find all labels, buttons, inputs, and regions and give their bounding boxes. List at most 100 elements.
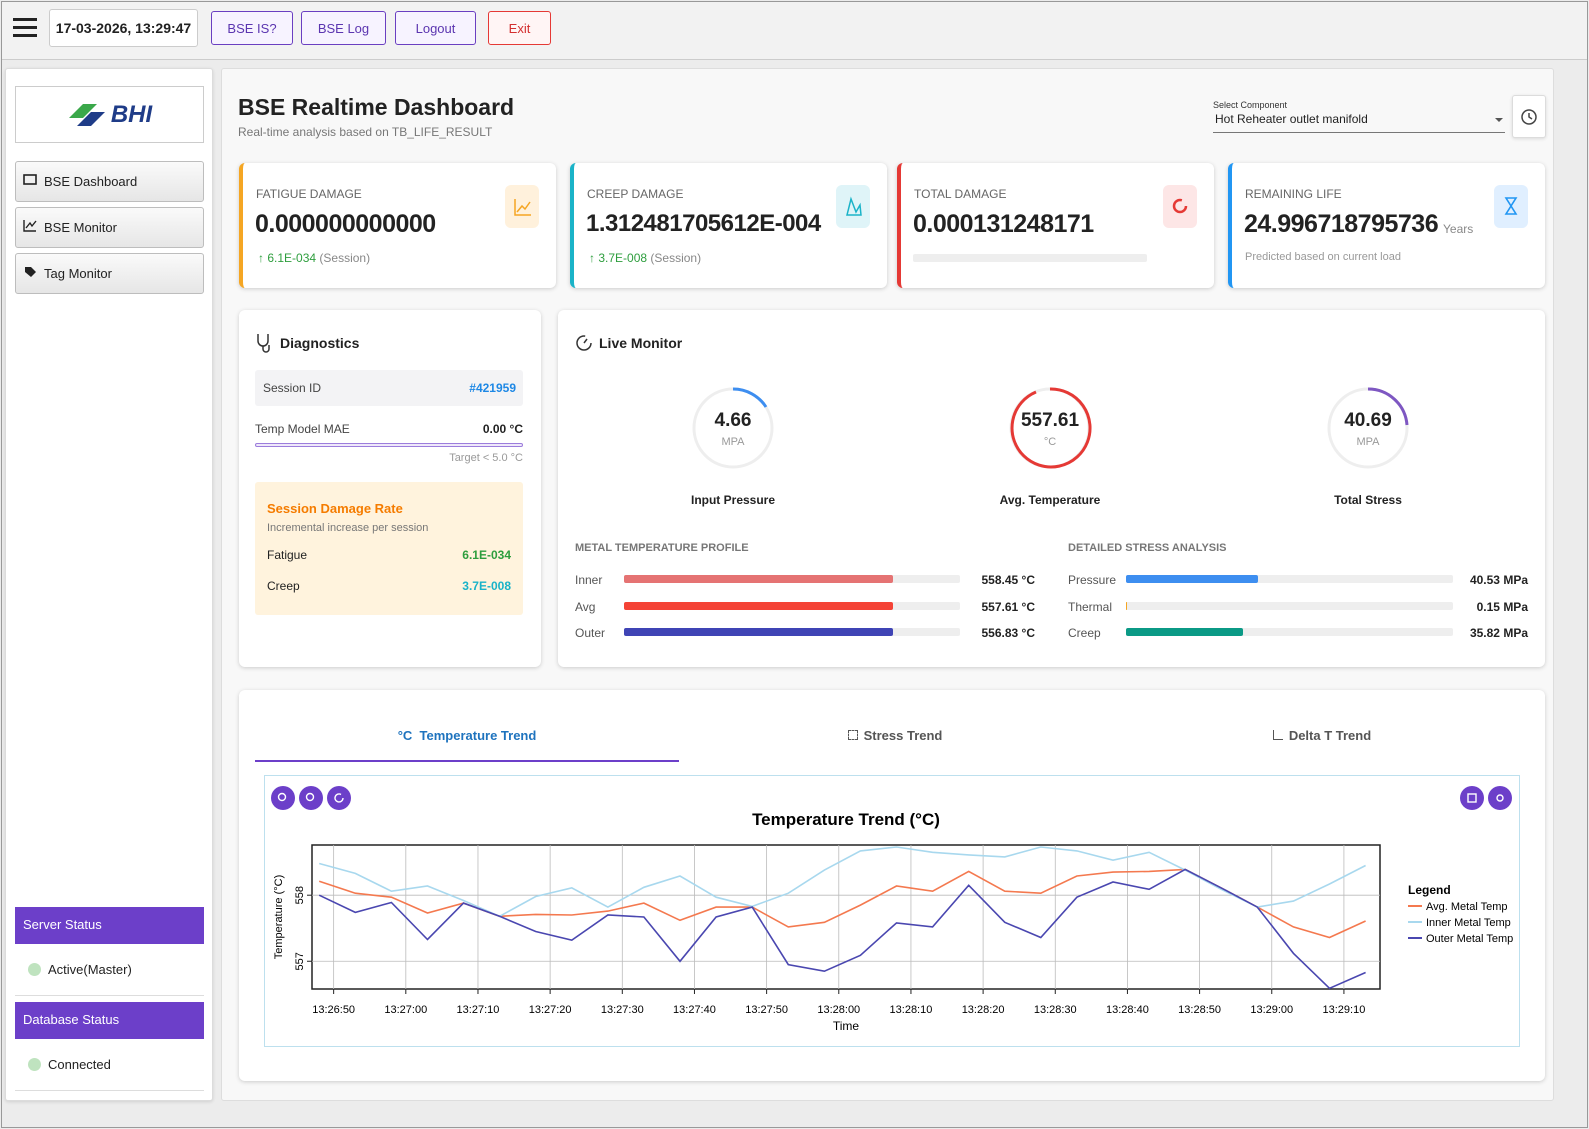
plot-area xyxy=(311,844,1381,990)
tab-icon xyxy=(1272,730,1283,740)
mae-value: 0.00 °C xyxy=(482,422,523,436)
gauge-label: Total Stress xyxy=(1334,493,1402,507)
status-value: Active(Master) xyxy=(15,944,204,996)
gauge-label: Avg. Temperature xyxy=(999,493,1101,507)
tab-label: Temperature Trend xyxy=(419,728,537,743)
x-tick-label: 13:26:50 xyxy=(312,1004,355,1016)
tab[interactable]: Delta T Trend xyxy=(1110,728,1534,743)
x-tick-label: 13:27:10 xyxy=(457,1004,500,1016)
gauge-unit: MPA xyxy=(721,436,745,448)
card-delta: ↑ 6.1E-034 (Session) xyxy=(258,251,371,265)
nav-item[interactable]: Tag Monitor xyxy=(15,253,204,294)
page-title: BSE Realtime Dashboard xyxy=(238,94,515,120)
x-tick-label: 13:29:00 xyxy=(1250,1004,1293,1016)
rate-label: Fatigue xyxy=(267,548,308,562)
history-button[interactable] xyxy=(1512,95,1546,138)
tab-icon xyxy=(847,730,858,740)
gauge-unit: MPA xyxy=(1356,436,1380,448)
mae-bar xyxy=(255,443,523,447)
legend-title: Legend xyxy=(1408,883,1451,897)
metric-card xyxy=(570,163,887,288)
rate-box xyxy=(255,482,523,615)
rate-value: 6.1E-034 xyxy=(462,548,511,562)
card-icon xyxy=(505,185,539,228)
row-label: Pressure xyxy=(1068,573,1117,587)
row-value: 558.45 °C xyxy=(981,573,1035,587)
card-unit: Years xyxy=(1443,222,1474,236)
button[interactable]: BSE Log xyxy=(301,11,386,45)
card-delta: ↑ 3.7E-008 (Session) xyxy=(589,251,702,265)
nav-item[interactable]: BSE Monitor xyxy=(15,207,204,248)
tab-active[interactable]: °C Temperature Trend xyxy=(255,728,679,743)
rate-label: Creep xyxy=(267,579,300,593)
nav-icons xyxy=(23,174,37,277)
x-tick-label: 13:27:50 xyxy=(745,1004,788,1016)
card-value: 24.996718795736 xyxy=(1244,210,1439,238)
x-tick-label: 13:28:20 xyxy=(962,1004,1005,1016)
settings-button[interactable] xyxy=(1488,786,1512,810)
chart-title: Temperature Trend (°C) xyxy=(752,810,940,829)
legend-label: Inner Metal Temp xyxy=(1426,917,1511,929)
nav-item[interactable]: BSE Dashboard xyxy=(15,161,204,202)
mae-label: Temp Model MAE xyxy=(255,422,350,436)
delta-value: 3.7E-008 xyxy=(598,251,648,265)
gauges xyxy=(692,387,1409,469)
card-label: TOTAL DAMAGE xyxy=(914,187,1007,201)
mae-target: Target < 5.0 °C xyxy=(449,452,523,464)
x-tick-label: 13:28:50 xyxy=(1178,1004,1221,1016)
row-label: Inner xyxy=(575,573,603,587)
x-tick-label: 13:29:10 xyxy=(1323,1004,1366,1016)
card-icon xyxy=(836,185,870,228)
card-note: Predicted based on current load xyxy=(1245,251,1401,263)
select-label: Select Component xyxy=(1213,100,1288,110)
gauge-value: 4.66 xyxy=(714,410,752,431)
x-tick-label: 13:28:10 xyxy=(890,1004,933,1016)
gauge-ring xyxy=(1327,387,1409,469)
bar-fill xyxy=(624,602,893,610)
card-icon xyxy=(1494,185,1528,228)
row-value: 556.83 °C xyxy=(981,626,1035,640)
status-header: Server Status xyxy=(15,907,204,944)
exit-button[interactable]: Exit xyxy=(488,11,551,45)
bar-track xyxy=(624,575,960,583)
bar-track xyxy=(1126,602,1453,610)
select-arrow xyxy=(1495,118,1503,122)
card-label: FATIGUE DAMAGE xyxy=(256,187,362,201)
datetime: 17-03-2026, 13:29:47 xyxy=(49,9,198,47)
delta-note: (Session) xyxy=(319,251,371,265)
status-dot xyxy=(28,1058,41,1071)
gauge-value: 557.61 xyxy=(1020,410,1080,431)
bar-track xyxy=(624,602,960,610)
component-select[interactable]: Hot Reheater outlet manifold xyxy=(1213,112,1505,133)
reset-button[interactable] xyxy=(327,786,351,810)
zoom-in-button[interactable] xyxy=(271,786,295,810)
button[interactable]: BSE IS? xyxy=(211,11,293,45)
row-value: 557.61 °C xyxy=(981,600,1035,614)
delta-note: (Session) xyxy=(650,251,702,265)
row-label: Thermal xyxy=(1068,600,1113,614)
bar-fill xyxy=(1126,602,1127,610)
save-button[interactable] xyxy=(1460,786,1484,810)
status-dot xyxy=(28,963,41,976)
toolbar-icons xyxy=(277,792,1504,803)
gauge-icon xyxy=(576,335,592,351)
x-tick-label: 13:28:30 xyxy=(1034,1004,1077,1016)
chart-toolbar[interactable] xyxy=(271,786,1512,810)
menu-icon[interactable] xyxy=(13,16,37,40)
session-row xyxy=(255,370,523,406)
row-label: Outer xyxy=(575,626,606,640)
chart: Temperature Trend (°C) 13:26:50 13:27:00 13… xyxy=(271,786,1513,1033)
y-axis-label: Temperature (°C) xyxy=(273,875,285,959)
x-tick-label: 13:28:00 xyxy=(817,1004,860,1016)
row-value: 0.15 MPa xyxy=(1476,600,1528,614)
tab[interactable]: Stress Trend xyxy=(683,728,1107,743)
x-tick-label: 13:27:30 xyxy=(601,1004,644,1016)
button[interactable]: Logout xyxy=(395,11,476,45)
delta-value: 6.1E-034 xyxy=(267,251,317,265)
row-value: 35.82 MPa xyxy=(1469,626,1528,640)
zoom-out-button[interactable] xyxy=(299,786,323,810)
logo-text: BHI xyxy=(110,100,153,128)
